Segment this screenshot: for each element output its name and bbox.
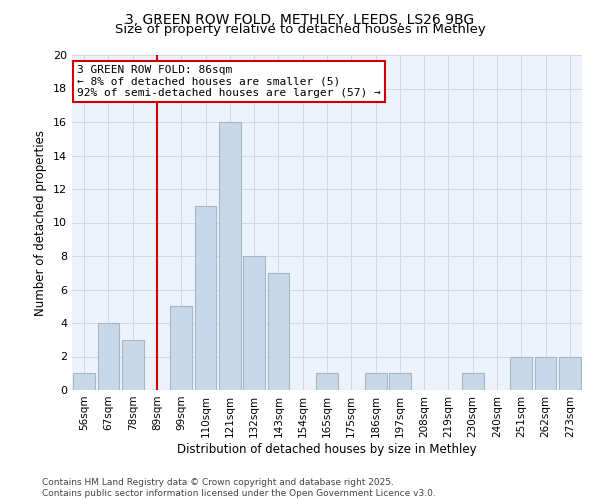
Bar [268,273,289,390]
Text: Contains HM Land Registry data © Crown copyright and database right 2025.
Contai: Contains HM Land Registry data © Crown c… [42,478,436,498]
Text: 3, GREEN ROW FOLD, METHLEY, LEEDS, LS26 9BG: 3, GREEN ROW FOLD, METHLEY, LEEDS, LS26 … [125,12,475,26]
Bar [97,323,119,390]
Bar [389,373,411,390]
Bar [365,373,386,390]
Bar [170,306,192,390]
X-axis label: Distribution of detached houses by size in Methley: Distribution of detached houses by size … [177,442,477,456]
Bar [535,356,556,390]
Bar [73,373,95,390]
Bar [194,206,217,390]
Bar [511,356,532,390]
Bar [316,373,338,390]
Bar [243,256,265,390]
Text: Size of property relative to detached houses in Methley: Size of property relative to detached ho… [115,22,485,36]
Y-axis label: Number of detached properties: Number of detached properties [34,130,47,316]
Bar [122,340,143,390]
Bar [462,373,484,390]
Bar [559,356,581,390]
Bar [219,122,241,390]
Text: 3 GREEN ROW FOLD: 86sqm
← 8% of detached houses are smaller (5)
92% of semi-deta: 3 GREEN ROW FOLD: 86sqm ← 8% of detached… [77,65,381,98]
